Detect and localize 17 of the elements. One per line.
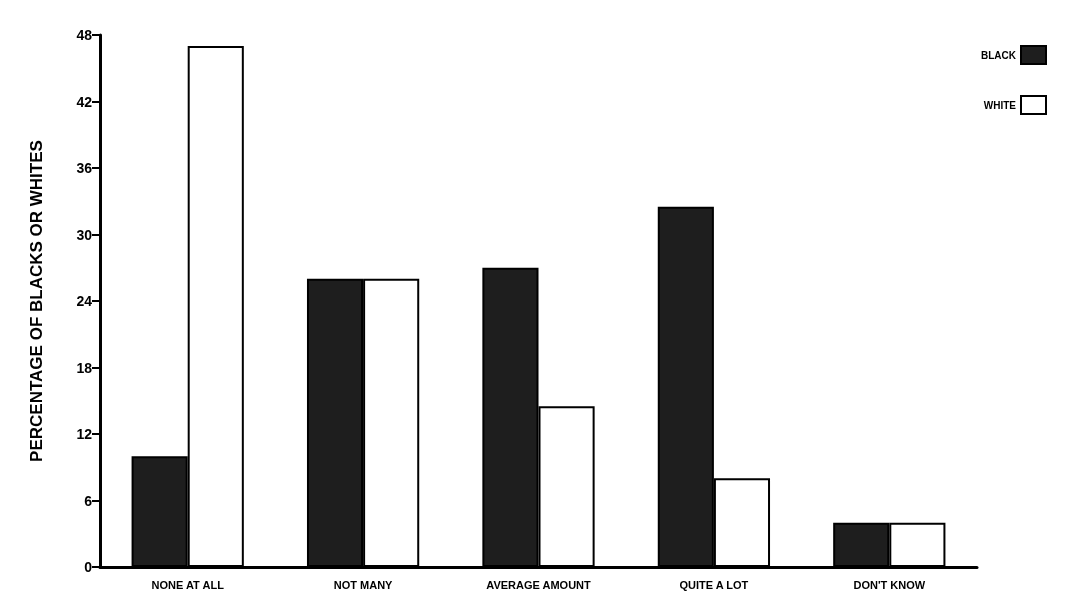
y-tick-label: 6 <box>84 492 93 509</box>
y-tick-label: 48 <box>76 27 93 43</box>
x-tick-label: NOT MANY <box>333 578 394 591</box>
y-tick-label: 42 <box>76 93 93 110</box>
x-tick-label: AVERAGE AMOUNT <box>486 578 592 591</box>
x-tick-label: NONE AT ALL <box>151 578 225 591</box>
y-tick-label: 36 <box>76 160 93 176</box>
legend-label: BLACK <box>981 49 1017 61</box>
y-tick-label: 0 <box>84 559 93 575</box>
y-tick-label: 12 <box>76 426 93 442</box>
y-tick-label: 18 <box>76 359 93 376</box>
y-tick-label: 30 <box>76 226 93 243</box>
x-tick-label: QUITE A LOT <box>679 578 749 591</box>
y-axis-title: PERCENTAGE OF BLACKS OR WHITES <box>27 140 46 462</box>
legend-label: WHITE <box>983 99 1017 111</box>
y-tick-label: 24 <box>76 293 93 309</box>
x-tick-label: DON'T KNOW <box>853 578 926 591</box>
